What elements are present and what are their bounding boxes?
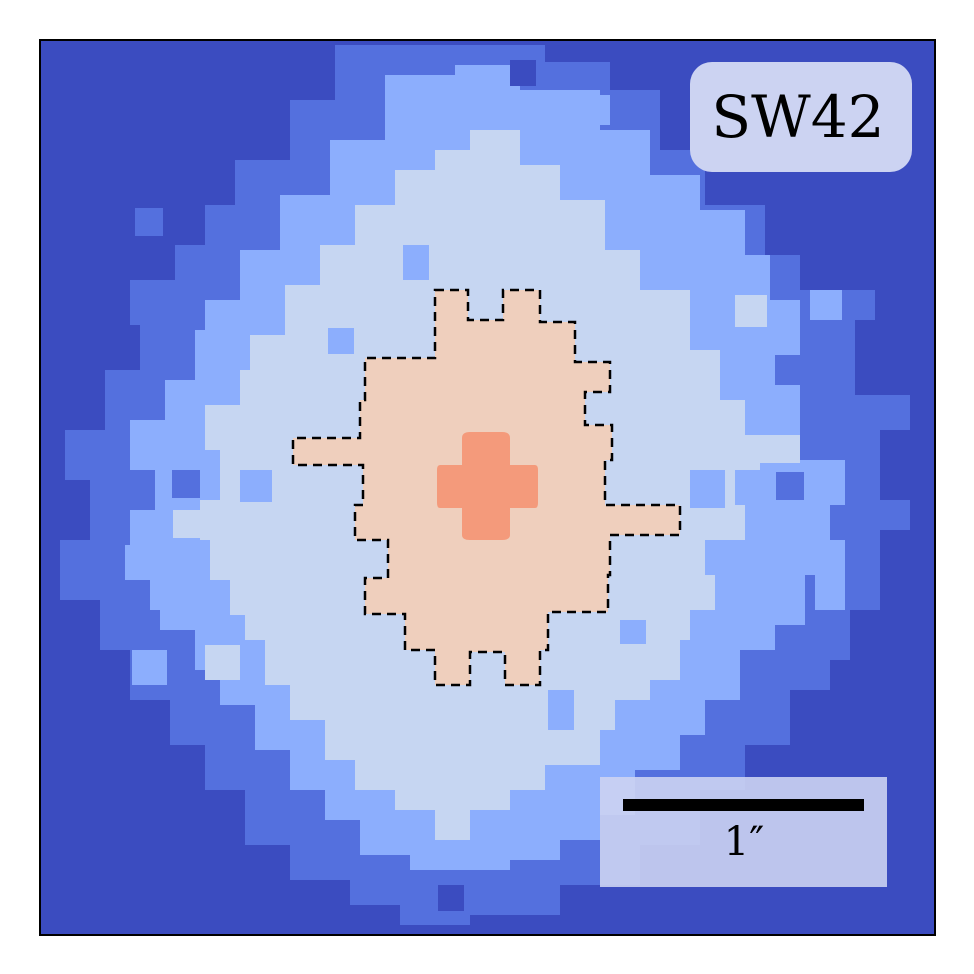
level-2-speck	[240, 470, 272, 502]
level-2-speck	[810, 290, 842, 320]
level-1-speck	[172, 470, 200, 498]
level-2-speck	[548, 690, 574, 730]
scale-bar-label: 1″	[724, 819, 764, 865]
level-1-speck	[135, 208, 163, 236]
level-2-speck	[620, 620, 646, 644]
level-0-speck	[438, 885, 464, 911]
level-1-speck	[776, 472, 804, 500]
level-2-speck	[690, 470, 725, 508]
scale-bar: 1″	[600, 777, 887, 887]
level-3-speck	[205, 645, 240, 680]
level-0-speck	[510, 60, 536, 86]
level-2-speck	[328, 328, 354, 354]
level-0-speck	[812, 740, 838, 764]
level-2-speck	[403, 245, 429, 280]
level-2-speck	[132, 650, 167, 685]
scale-bar-line	[623, 799, 864, 811]
object-label: SW42	[690, 62, 912, 172]
level-2-speck	[575, 95, 610, 125]
level-3-speck	[173, 510, 201, 538]
level-3-speck	[740, 435, 800, 463]
level-3-speck	[735, 295, 767, 327]
object-label-text: SW42	[711, 83, 884, 151]
